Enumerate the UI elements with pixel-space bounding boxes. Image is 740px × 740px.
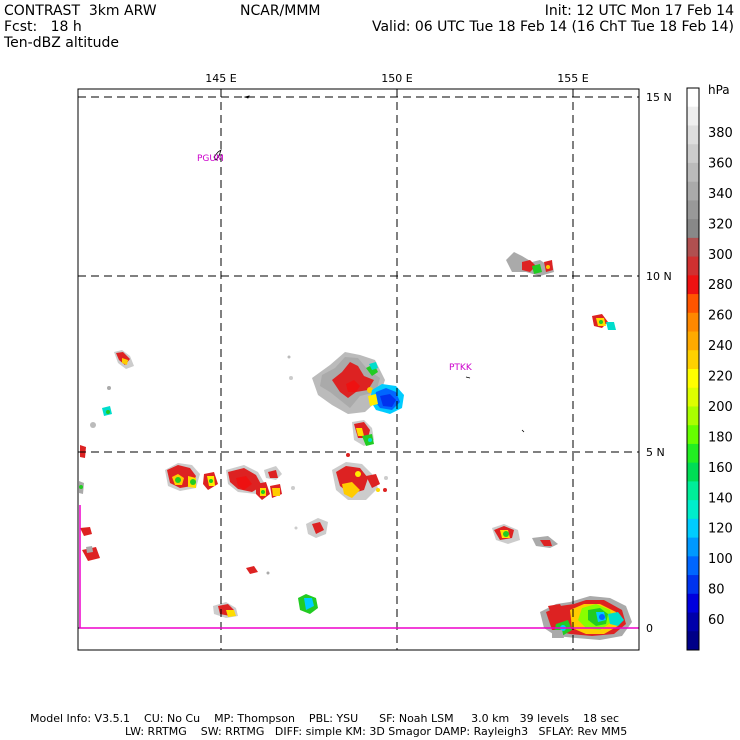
cloud-echo-south-central	[332, 462, 388, 500]
colorbar-swatch	[687, 425, 699, 445]
colorbar-label: 60	[708, 613, 725, 628]
lat-label-5n: 5 N	[646, 446, 665, 459]
footer-physics-info: LW: RRTMG SW: RRTMG DIFF: simple KM: 3D …	[125, 725, 628, 738]
lat-label-eq: 0	[646, 622, 653, 635]
colorbar-swatch	[687, 312, 699, 333]
colorbar-swatch	[687, 518, 699, 539]
cloud-echo-southeast	[492, 524, 558, 548]
colorbar-swatch	[687, 162, 699, 183]
inner-domain-boundary	[79, 505, 639, 629]
chuuk-lagoon	[465, 376, 471, 379]
colorbar-swatch	[687, 350, 699, 370]
colorbar-swatch	[687, 200, 699, 220]
colorbar-swatch	[687, 294, 699, 314]
pohnpei-island	[521, 429, 525, 433]
colorbar-label: 180	[708, 430, 733, 445]
colorbar-label: 320	[708, 217, 733, 232]
colorbar-swatch	[687, 275, 699, 295]
colorbar-swatch	[687, 181, 699, 201]
colorbar-label: 100	[708, 552, 733, 567]
station-label-ptkk: PTKK	[449, 363, 473, 373]
colorbar-swatch	[687, 481, 699, 501]
colorbar-label: 300	[708, 248, 733, 263]
lat-label-10n: 10 N	[646, 270, 672, 283]
colorbar	[687, 88, 699, 651]
colorbar-label: 140	[708, 491, 733, 506]
colorbar-swatch	[687, 331, 699, 351]
colorbar-label: 260	[708, 309, 733, 324]
colorbar-swatch	[687, 106, 699, 126]
footer-model-info: Model Info: V3.5.1 CU: No Cu MP: Thompso…	[30, 712, 620, 725]
colorbar-swatch	[687, 593, 699, 614]
colorbar-unit: hPa	[708, 83, 730, 97]
colorbar-swatch	[687, 443, 699, 464]
map-frame	[77, 88, 640, 651]
colorbar-frame	[686, 87, 700, 651]
colorbar-swatch	[687, 575, 699, 595]
cloud-echo-northeast	[506, 252, 616, 330]
colorbar-swatch	[687, 500, 699, 520]
colorbar-swatch	[687, 387, 699, 407]
init-time: Init: 12 UTC Mon 17 Feb 14	[544, 3, 734, 19]
model-title: CONTRAST 3km ARW	[4, 3, 157, 19]
colorbar-swatch	[687, 125, 699, 145]
lon-label-155: 155 E	[557, 72, 588, 85]
coastlines	[213, 95, 525, 433]
lon-label-150: 150 E	[381, 72, 412, 85]
colorbar-label: 360	[708, 156, 733, 171]
colorbar-swatch	[687, 537, 699, 557]
colorbar-label: 280	[708, 278, 733, 293]
colorbar-label: 340	[708, 187, 733, 202]
guam-island	[213, 149, 222, 161]
colorbar-swatch	[687, 612, 699, 632]
colorbar-swatch	[687, 462, 699, 482]
colorbar-label: 120	[708, 522, 733, 537]
colorbar-swatch	[687, 556, 699, 576]
lat-label-15n: 15 N	[646, 91, 672, 104]
colorbar-swatch	[687, 369, 699, 389]
cloud-echo-southwest	[213, 518, 328, 618]
lon-label-145: 145 E	[205, 72, 236, 85]
cloud-echo-west-small	[90, 350, 134, 428]
colorbar-labels: 380 360 340 320 300 280 260 240 220 200 180 160 140 1…	[708, 126, 733, 628]
colorbar-label: 200	[708, 400, 733, 415]
colorbar-label: 380	[708, 126, 733, 141]
center-name: NCAR/MMM	[240, 3, 321, 19]
field-name: Ten-dBZ altitude	[4, 35, 119, 51]
colorbar-label: 240	[708, 339, 733, 354]
colorbar-label: 160	[708, 461, 733, 476]
forecast-hour: Fcst: 18 h	[4, 19, 82, 35]
colorbar-swatch	[687, 406, 699, 426]
colorbar-label: 80	[708, 583, 725, 598]
small-island-north	[243, 95, 250, 99]
colorbar-swatch	[687, 144, 699, 164]
cloud-echo-equator-complex	[540, 596, 632, 640]
cloud-echo-band-145e	[165, 463, 295, 500]
cloud-echo-west-edge	[79, 445, 100, 561]
colorbar-swatch	[687, 88, 699, 108]
colorbar-swatch	[687, 631, 699, 651]
map-content: PGUM PTKK	[78, 89, 639, 650]
colorbar-swatch	[687, 237, 699, 258]
cloud-echo-central	[287, 352, 404, 457]
colorbar-swatch	[687, 256, 699, 276]
valid-time: Valid: 06 UTC Tue 18 Feb 14 (16 ChT Tue …	[371, 19, 734, 35]
colorbar-swatch	[687, 219, 699, 239]
colorbar-label: 220	[708, 370, 733, 385]
station-label-pgum: PGUM	[197, 154, 224, 164]
